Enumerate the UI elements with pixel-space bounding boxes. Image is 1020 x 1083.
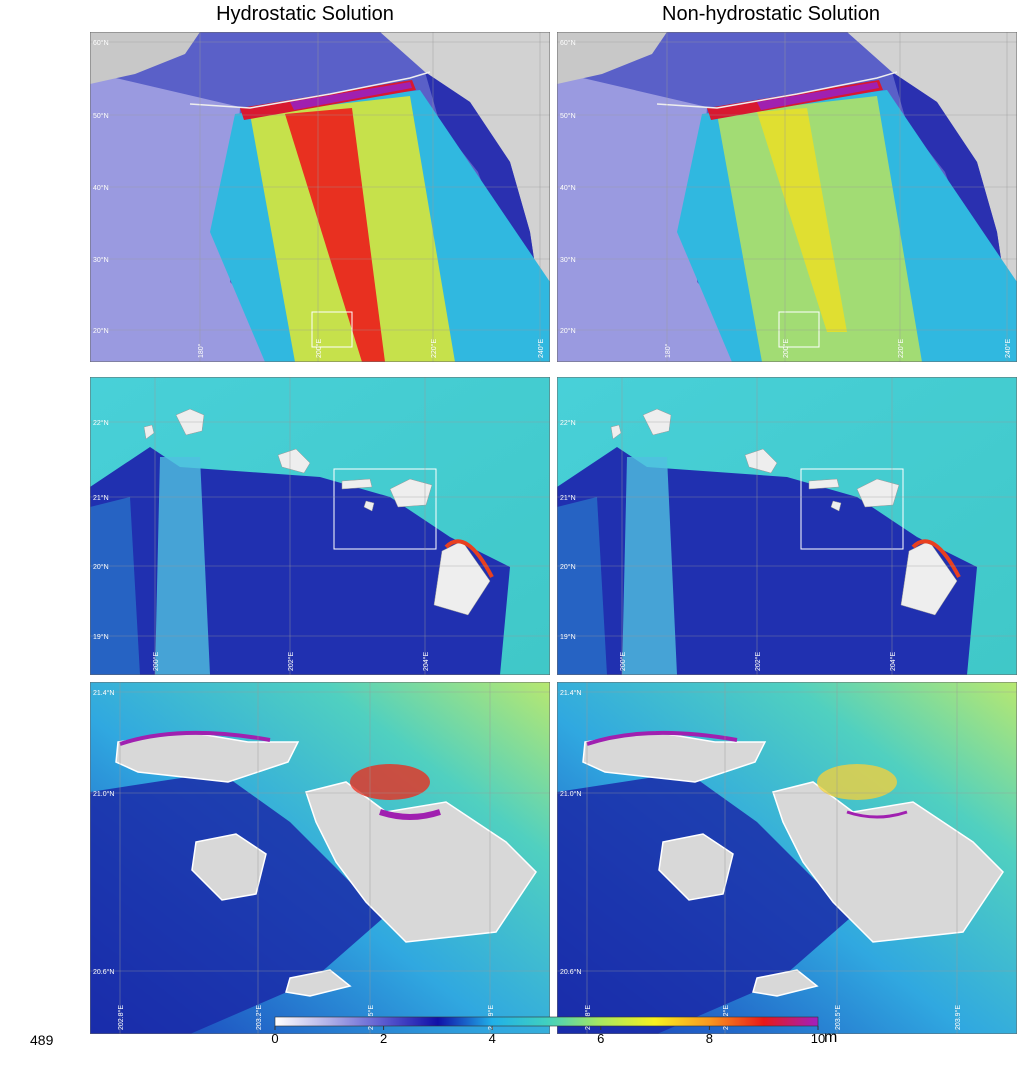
colorbar-label: 4 <box>489 1031 496 1046</box>
lat-label: 50°N <box>93 112 109 120</box>
lon-label: 180° <box>664 343 672 358</box>
map-panel <box>557 377 1017 675</box>
column-title: Hydrostatic Solution <box>216 3 394 25</box>
lat-label: 20.6°N <box>93 968 114 976</box>
lon-label: 203.5°E <box>834 1005 842 1030</box>
page-number: 489 <box>30 1032 54 1048</box>
lon-label: 180° <box>197 343 205 358</box>
lon-label: 204°E <box>889 652 897 671</box>
lon-label: 204°E <box>422 652 430 671</box>
lon-label: 202.8°E <box>117 1005 125 1030</box>
lon-label: 203.9°E <box>954 1005 962 1030</box>
lon-label: 200°E <box>619 652 627 671</box>
figure: Hydrostatic Solution Non-hydrostatic Sol… <box>0 0 1020 1078</box>
lon-label: 200°E <box>315 339 323 358</box>
lat-label: 21°N <box>93 494 109 502</box>
lat-label: 20°N <box>93 563 109 571</box>
lat-label: 30°N <box>93 256 109 264</box>
map-panel <box>90 682 550 1034</box>
lat-label: 40°N <box>560 184 576 192</box>
lon-label: 240°E <box>537 339 545 358</box>
lat-label: 20°N <box>560 327 576 335</box>
colorbar-scale <box>275 1017 818 1026</box>
lat-label: 21.0°N <box>560 790 581 798</box>
lat-label: 30°N <box>560 256 576 264</box>
lat-label: 22°N <box>560 419 576 427</box>
lon-label: 200°E <box>782 339 790 358</box>
lat-label: 20°N <box>93 327 109 335</box>
lon-label: 202°E <box>287 652 295 671</box>
lat-label: 20°N <box>560 563 576 571</box>
lon-label: 202°E <box>754 652 762 671</box>
lat-label: 21.0°N <box>93 790 114 798</box>
titles: Hydrostatic Solution Non-hydrostatic Sol… <box>216 3 880 25</box>
lat-label: 21°N <box>560 494 576 502</box>
colorbar-label: 0 <box>271 1031 278 1046</box>
lat-label: 60°N <box>560 39 576 47</box>
lat-label: 50°N <box>560 112 576 120</box>
column-title: Non-hydrostatic Solution <box>662 3 880 25</box>
map-panel <box>90 377 550 675</box>
colorbar-label: 2 <box>380 1031 387 1046</box>
map-panel <box>557 682 1017 1034</box>
map-panel <box>557 32 1017 362</box>
map-panel <box>90 32 550 362</box>
lon-label: 200°E <box>152 652 160 671</box>
lon-label: 220°E <box>430 339 438 358</box>
lon-label: 240°E <box>1004 339 1012 358</box>
lon-label: 220°E <box>897 339 905 358</box>
lat-label: 60°N <box>93 39 109 47</box>
colorbar-unit: m <box>824 1029 837 1046</box>
lat-label: 19°N <box>93 633 109 641</box>
lat-label: 22°N <box>93 419 109 427</box>
lat-label: 21.4°N <box>560 689 581 697</box>
lon-label: 203.2°E <box>255 1005 263 1030</box>
panels: 60°N 50°N 40°N 30°N 20°N 180° 200°E 220°E 240°E 6… <box>90 32 1017 1034</box>
lat-label: 21.4°N <box>93 689 114 697</box>
colorbar-label: 8 <box>706 1031 713 1046</box>
colorbar-label: 6 <box>597 1031 604 1046</box>
lat-label: 20.6°N <box>560 968 581 976</box>
lat-label: 40°N <box>93 184 109 192</box>
lat-label: 19°N <box>560 633 576 641</box>
